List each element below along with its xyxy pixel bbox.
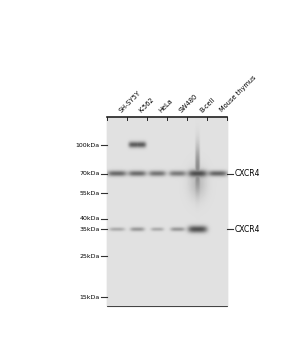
Text: 15kDa: 15kDa bbox=[80, 295, 100, 300]
Bar bbox=[107, 118, 227, 306]
Text: Mouse thymus: Mouse thymus bbox=[219, 75, 257, 113]
Text: 55kDa: 55kDa bbox=[80, 191, 100, 196]
Text: 100kDa: 100kDa bbox=[76, 143, 100, 148]
Text: SH-SY5Y: SH-SY5Y bbox=[118, 89, 142, 113]
Bar bbox=[107, 118, 227, 306]
Text: 70kDa: 70kDa bbox=[80, 171, 100, 176]
Text: HeLa: HeLa bbox=[158, 97, 174, 113]
Text: CXCR4: CXCR4 bbox=[234, 225, 260, 234]
Text: 35kDa: 35kDa bbox=[80, 227, 100, 232]
Text: SW480: SW480 bbox=[178, 93, 199, 113]
Text: 40kDa: 40kDa bbox=[80, 216, 100, 221]
Text: B-cell: B-cell bbox=[199, 96, 216, 113]
Text: CXCR4: CXCR4 bbox=[234, 169, 260, 178]
Text: 25kDa: 25kDa bbox=[80, 254, 100, 259]
Text: K-562: K-562 bbox=[138, 96, 155, 113]
